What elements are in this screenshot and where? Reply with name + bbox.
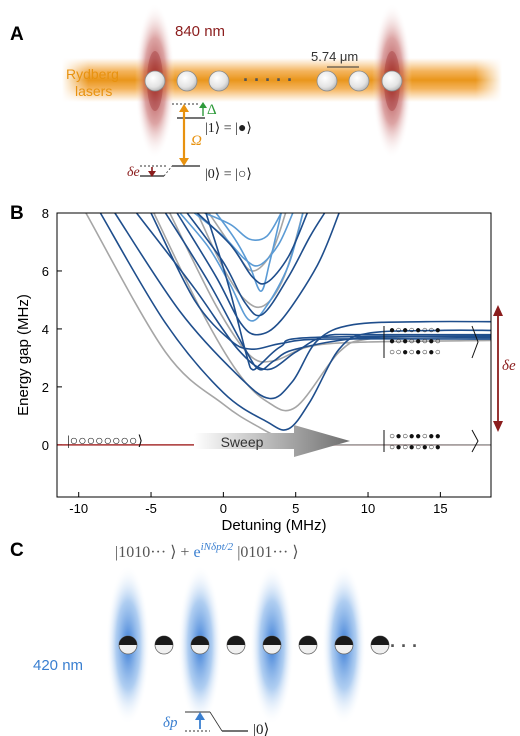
rydberg-label-line1: Rydberg	[66, 66, 119, 82]
chart-axes: -10 -5 0 5 10 15 0 2 4 6 8	[42, 206, 448, 516]
energy-level-curve	[204, 213, 282, 241]
atom-filled-half	[119, 636, 137, 645]
energy-level-curve	[99, 213, 491, 431]
spacing-label: 5.74 μm	[311, 49, 358, 64]
delta-e-label-b: δe	[502, 358, 516, 374]
formula-exp-base: e	[193, 544, 200, 561]
omega-arrowhead-down	[179, 158, 189, 166]
panel-b-letter: B	[10, 203, 24, 224]
omega-symbol: Ω	[191, 133, 202, 149]
formula: |1010··· ⟩ + eiNδpt/2 |0101··· ⟩	[115, 541, 299, 561]
plot-frame	[56, 212, 492, 498]
energy-level-curve	[85, 213, 491, 446]
energy-level-curve	[114, 213, 491, 400]
chart-lines	[57, 213, 491, 446]
delta-p-arrowhead	[195, 712, 205, 720]
level-connector	[163, 165, 173, 177]
formula-right: |0101··· ⟩	[233, 544, 298, 561]
energy-level-curve	[186, 213, 326, 317]
panel-c: C |1010··· ⟩ + eiNδpt/2 |0101··· ⟩ · · ·…	[10, 540, 418, 736]
y-tick-label: 2	[42, 380, 49, 395]
formula-exponent: iNδpt/2	[201, 541, 234, 553]
energy-level-curve	[196, 213, 309, 285]
energy-level-curve	[179, 213, 304, 322]
omega-arrowhead-up	[179, 104, 189, 112]
ket-angle	[471, 429, 479, 453]
energy-level-curve	[205, 213, 491, 371]
delta-p-label: δp	[163, 715, 178, 731]
ket-right-bottom: ○●○●●○●● ○●○●○●○●	[383, 429, 479, 453]
delta-e-label-a: δe	[127, 165, 140, 180]
x-tick-label: -10	[69, 501, 88, 516]
state-0-label-c: |0⟩	[253, 722, 269, 736]
atom	[381, 70, 403, 92]
panel-a-letter: A	[10, 24, 24, 45]
panel-b: B -10 -5 0 5 10 15 0 2 4 6 8 Detuning (MHz) Energy…	[10, 203, 516, 534]
delta-e-arrowhead-down	[493, 421, 503, 432]
x-tick-label: 15	[433, 501, 447, 516]
x-tick-label: 5	[292, 501, 299, 516]
atom-ellipsis: · · · · ·	[243, 70, 293, 90]
atom-row-a	[144, 70, 403, 92]
delta-arrowhead	[199, 102, 207, 108]
x-tick-label: -5	[145, 501, 157, 516]
energy-level-curve	[164, 213, 491, 371]
atom	[208, 70, 230, 92]
delta-symbol: Δ	[207, 102, 217, 118]
sweep-arrow	[194, 425, 350, 457]
atom-filled-half	[371, 636, 389, 645]
ket-row: ○●○●●○●●	[389, 431, 441, 442]
y-tick-label: 4	[42, 322, 49, 337]
wavelength-420-label: 420 nm	[33, 657, 83, 674]
energy-level-curve	[176, 213, 340, 336]
formula-left: |1010··· ⟩ +	[115, 544, 193, 561]
energy-level-curve	[150, 213, 491, 351]
atom-filled-half	[227, 636, 245, 645]
panel-c-letter: C	[10, 540, 24, 561]
ket-row: ○○●○●○●○	[389, 347, 441, 358]
y-tick-label: 8	[42, 206, 49, 221]
ket-angle	[471, 325, 479, 359]
sweep-label: Sweep	[221, 434, 264, 450]
ket-ground: |○○○○○○○○⟩	[67, 434, 143, 449]
state-1-label: |1⟩ = |●⟩	[205, 121, 252, 136]
atom	[348, 70, 370, 92]
atom-filled-half	[191, 636, 209, 645]
atom-filled-half	[335, 636, 353, 645]
ket-row: ●○●○●○●○	[389, 336, 441, 347]
energy-level-curve	[135, 213, 491, 371]
state-0-label: |0⟩ = |○⟩	[205, 167, 252, 182]
y-tick-label: 6	[42, 264, 49, 279]
y-tick-label: 0	[42, 438, 49, 453]
x-tick-label: 0	[220, 501, 227, 516]
ket-right-top: ●○●○●○○● ●○●○●○●○ ○○●○●○●○	[383, 325, 479, 359]
atom-filled-half	[299, 636, 317, 645]
level-connector-c	[209, 711, 223, 732]
x-axis-label: Detuning (MHz)	[221, 517, 326, 534]
delta-e-arrowhead-a	[148, 171, 156, 177]
atom-ellipsis-c: · · ·	[390, 636, 418, 656]
rydberg-label-line2: lasers	[75, 83, 112, 99]
atom	[176, 70, 198, 92]
wavelength-840-label: 840 nm	[175, 23, 225, 40]
atom-filled-half	[155, 636, 173, 645]
atom	[316, 70, 338, 92]
y-axis-label: Energy gap (MHz)	[15, 294, 32, 416]
panel-a: A 840 nm Rydberg lasers · · · · · 5.74 μ…	[10, 3, 502, 182]
delta-e-arrowhead-up	[493, 305, 503, 316]
atom-row-c	[118, 635, 390, 655]
x-tick-label: 10	[361, 501, 375, 516]
ket-row: ●○●○●○○●	[389, 325, 441, 336]
energy-level-curve	[215, 213, 282, 292]
atom-filled-half	[263, 636, 281, 645]
ket-row: ○●○●○●○●	[389, 442, 441, 453]
atom	[144, 70, 166, 92]
